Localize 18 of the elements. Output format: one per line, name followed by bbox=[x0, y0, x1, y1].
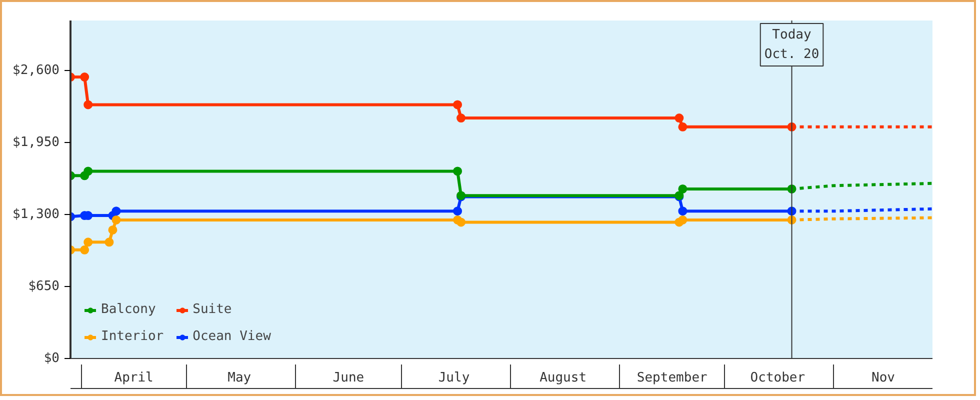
x-tick-label: August bbox=[540, 370, 587, 386]
x-tick-label: June bbox=[332, 370, 364, 386]
legend-label: Ocean View bbox=[192, 329, 271, 344]
y-tick-label: $650 bbox=[28, 278, 60, 294]
y-tick-label: $0 bbox=[44, 351, 60, 366]
legend-label: Interior bbox=[101, 329, 164, 344]
legend-label: Suite bbox=[192, 302, 232, 317]
y-tick-label: $1,300 bbox=[12, 206, 60, 222]
x-tick-label: April bbox=[114, 370, 154, 386]
legend-label: Balcony bbox=[101, 302, 156, 317]
y-tick-label: $1,950 bbox=[12, 134, 60, 150]
x-tick-label: May bbox=[228, 370, 252, 386]
x-tick-label: Nov bbox=[872, 370, 896, 386]
x-tick-label: July bbox=[438, 370, 470, 386]
y-tick-label: $2,600 bbox=[12, 62, 60, 78]
x-tick-label: September bbox=[636, 370, 708, 386]
ref-line-label: Today Oct. 20 bbox=[764, 28, 820, 62]
x-tick-label: October bbox=[750, 370, 806, 386]
